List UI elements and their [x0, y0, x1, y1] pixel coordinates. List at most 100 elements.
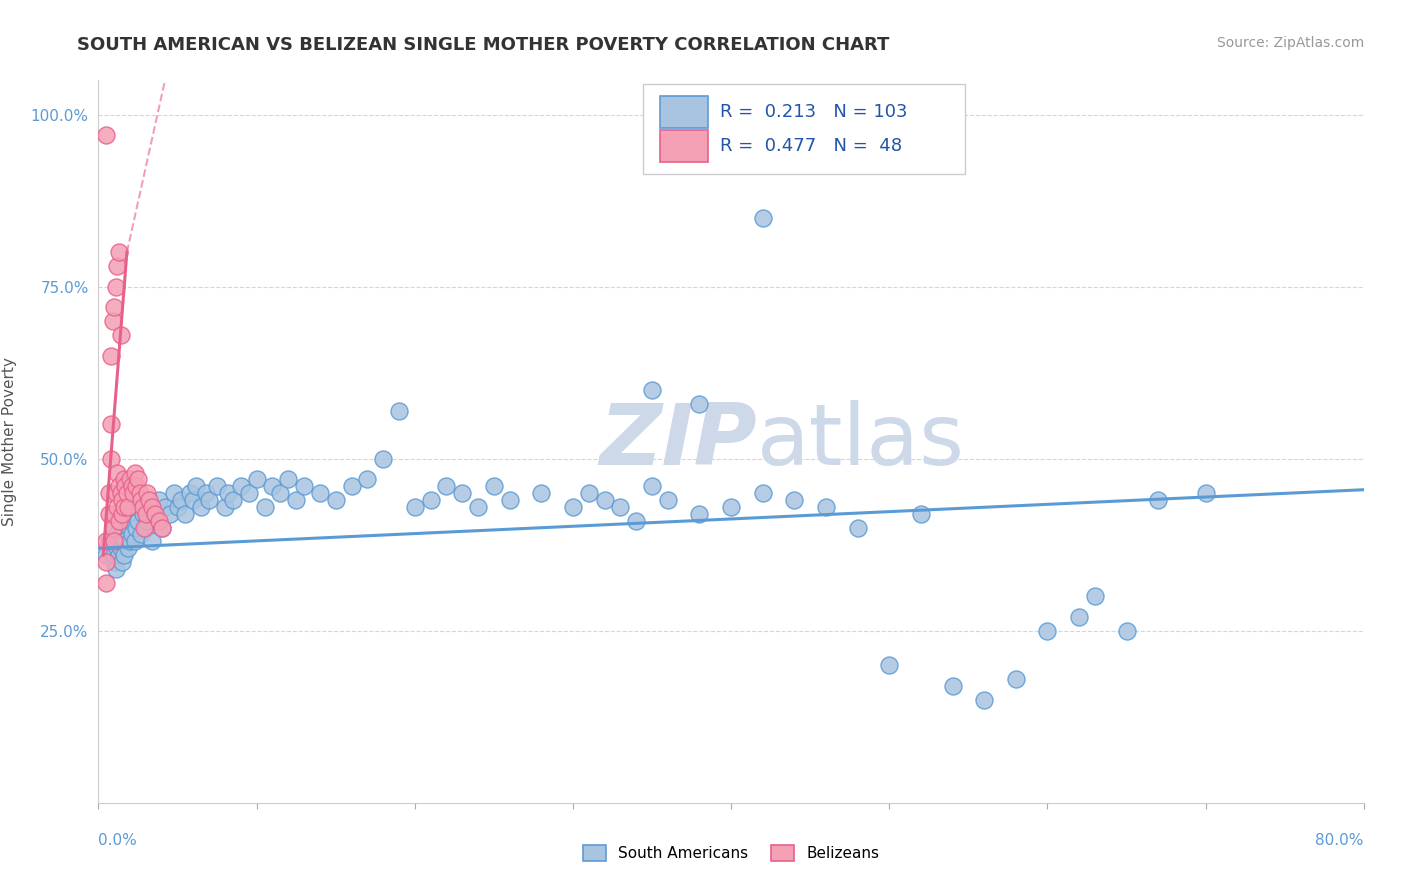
Point [624, 514, 647, 528]
Point [103, 520, 125, 534]
Point [309, 486, 332, 500]
Point [100, 417, 122, 432]
Point [112, 500, 135, 514]
Point [96, 555, 118, 569]
Point [877, 658, 900, 673]
Point [110, 486, 132, 500]
Point [98, 534, 121, 549]
Point [641, 383, 664, 397]
Point [108, 548, 131, 562]
Point [578, 486, 600, 500]
Point [135, 507, 157, 521]
Point [108, 514, 131, 528]
Point [127, 500, 149, 514]
Point [111, 555, 134, 569]
Point [148, 514, 170, 528]
Point [100, 349, 122, 363]
Point [96, 548, 118, 562]
Point [183, 493, 205, 508]
Point [262, 479, 284, 493]
Point [166, 500, 188, 514]
Text: atlas: atlas [756, 400, 965, 483]
Point [1115, 624, 1137, 638]
Point [179, 486, 201, 500]
Point [388, 403, 411, 417]
Point [110, 527, 132, 541]
Point [148, 493, 170, 508]
Point [436, 479, 458, 493]
Point [112, 548, 135, 562]
Point [451, 486, 474, 500]
Point [530, 486, 553, 500]
Text: SOUTH AMERICAN VS BELIZEAN SINGLE MOTHER POVERTY CORRELATION CHART: SOUTH AMERICAN VS BELIZEAN SINGLE MOTHER… [77, 36, 890, 54]
Point [112, 520, 135, 534]
Point [115, 486, 138, 500]
Point [150, 520, 173, 534]
FancyBboxPatch shape [661, 96, 709, 128]
Point [120, 472, 141, 486]
Point [141, 500, 163, 514]
Point [1147, 493, 1170, 508]
Point [128, 486, 150, 500]
Point [285, 493, 308, 508]
Point [688, 507, 710, 521]
Point [117, 500, 139, 514]
Point [101, 520, 124, 534]
Point [159, 507, 181, 521]
Point [135, 520, 157, 534]
Point [132, 507, 155, 521]
Point [1004, 672, 1026, 686]
Point [100, 541, 122, 556]
Point [277, 472, 299, 486]
Point [751, 211, 773, 225]
Point [104, 562, 127, 576]
Point [104, 279, 127, 293]
Point [100, 451, 122, 466]
Point [138, 500, 160, 514]
Point [174, 507, 197, 521]
Point [593, 493, 616, 508]
Point [136, 514, 159, 528]
Text: 80.0%: 80.0% [1316, 833, 1364, 848]
Point [190, 500, 212, 514]
Point [356, 472, 378, 486]
Point [141, 534, 163, 549]
Point [751, 486, 773, 500]
Point [98, 507, 121, 521]
Point [163, 486, 186, 500]
Point [98, 486, 121, 500]
Point [117, 541, 139, 556]
Point [325, 493, 347, 508]
Point [467, 500, 489, 514]
Point [222, 493, 245, 508]
Point [136, 486, 159, 500]
Point [127, 472, 149, 486]
Point [107, 500, 129, 514]
Point [120, 520, 141, 534]
Point [1067, 610, 1090, 624]
Point [186, 479, 208, 493]
Point [112, 472, 135, 486]
FancyBboxPatch shape [661, 130, 709, 162]
Legend: South Americans, Belizeans: South Americans, Belizeans [576, 839, 886, 867]
Point [169, 493, 191, 508]
Point [111, 493, 134, 508]
Point [127, 514, 149, 528]
Point [124, 534, 146, 549]
Point [96, 575, 118, 590]
Point [340, 479, 363, 493]
Point [107, 259, 129, 273]
Point [129, 493, 152, 508]
Point [814, 500, 837, 514]
Point [129, 527, 152, 541]
Point [657, 493, 679, 508]
Point [103, 534, 125, 549]
Point [371, 451, 394, 466]
Point [194, 486, 218, 500]
Point [482, 479, 505, 493]
Point [108, 479, 131, 493]
Point [134, 520, 156, 534]
Point [108, 245, 131, 260]
Point [107, 466, 129, 480]
Point [1194, 486, 1216, 500]
